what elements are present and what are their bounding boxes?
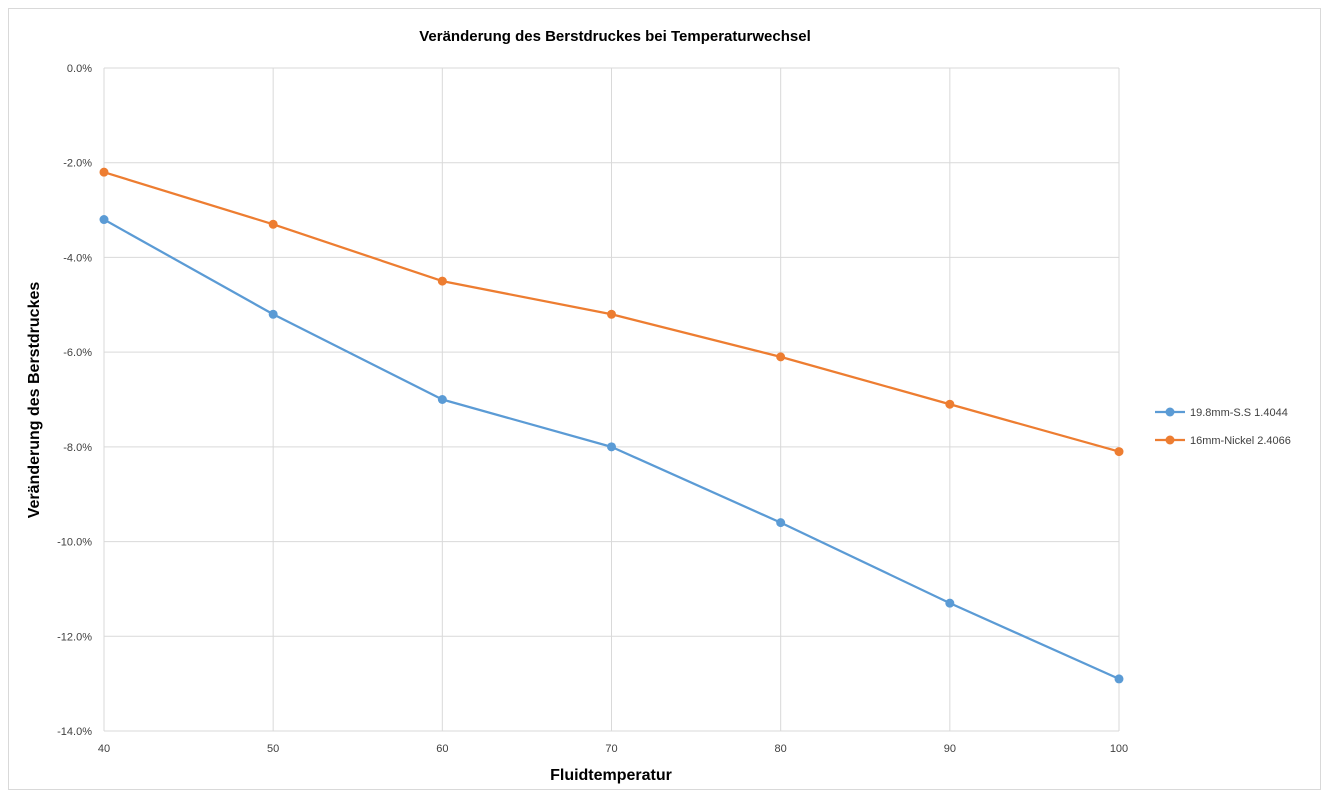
y-tick-label: -4.0%	[63, 252, 92, 264]
data-point-series-1	[268, 309, 278, 319]
data-point-series-1	[607, 442, 616, 452]
grid-lines	[103, 67, 1120, 732]
y-tick-label: -8.0%	[63, 442, 92, 454]
data-point-series-2	[776, 352, 786, 362]
x-tick-label: 90	[944, 743, 956, 755]
data-point-series-2	[607, 309, 616, 319]
x-tick-label: 70	[605, 743, 617, 755]
y-axis-title: Veränderung des Berstdruckes	[26, 282, 43, 519]
x-tick-label: 50	[267, 743, 279, 755]
y-tick-label: -2.0%	[63, 158, 92, 170]
data-point-series-2	[1114, 447, 1124, 457]
data-point-series-1	[99, 215, 109, 225]
data-point-series-2	[268, 219, 278, 229]
x-tick-label: 80	[775, 743, 787, 755]
x-tick-labels: 40 50 60 70 80 90 100	[98, 743, 1128, 755]
y-tick-label: -6.0%	[63, 347, 92, 359]
y-tick-label: -12.0%	[57, 631, 92, 643]
x-axis-title: Fluidtemperatur	[550, 767, 672, 784]
legend: 19.8mm-S.S 1.4044 16mm-Nickel 2.4066	[1155, 407, 1291, 447]
x-tick-label: 100	[1110, 743, 1128, 755]
legend-marker-2	[1165, 435, 1175, 445]
legend-label-1: 19.8mm-S.S 1.4044	[1190, 407, 1288, 419]
x-tick-label: 40	[98, 743, 110, 755]
data-point-series-1	[945, 598, 955, 608]
data-point-series-1	[1114, 674, 1124, 684]
series-layer	[99, 167, 1124, 684]
y-tick-labels: 0.0% -2.0% -4.0% -6.0% -8.0% -10.0% -12.0% -14.…	[57, 63, 92, 738]
data-point-series-1	[776, 518, 786, 528]
legend-label-2: 16mm-Nickel 2.4066	[1190, 435, 1291, 447]
y-tick-label: 0.0%	[67, 63, 92, 75]
data-point-series-2	[99, 167, 109, 177]
y-tick-label: -14.0%	[57, 726, 92, 738]
x-tick-label: 60	[436, 743, 448, 755]
legend-marker-1	[1165, 407, 1175, 417]
chart-frame	[8, 8, 1321, 790]
data-point-series-2	[437, 276, 447, 286]
data-point-series-2	[945, 399, 955, 409]
data-point-series-1	[437, 395, 447, 404]
chart-title: Veränderung des Berstdruckes bei Tempera…	[419, 28, 811, 45]
y-tick-label: -10.0%	[57, 537, 92, 549]
